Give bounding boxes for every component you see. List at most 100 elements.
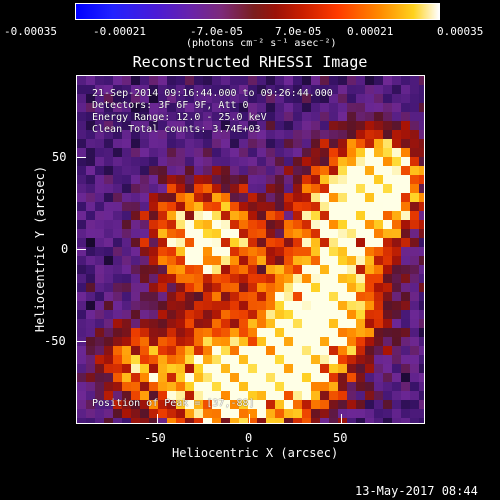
heatmap-cell — [122, 112, 131, 121]
heatmap-cell — [275, 103, 284, 112]
heatmap-cell — [275, 193, 284, 202]
heatmap-cell — [329, 310, 338, 319]
heatmap-cell — [257, 85, 266, 94]
heatmap-cell — [401, 418, 410, 423]
heatmap-cell — [392, 283, 401, 292]
heatmap-cell — [401, 85, 410, 94]
heatmap-cell — [392, 238, 401, 247]
heatmap-cell — [383, 148, 392, 157]
heatmap-cell — [131, 355, 140, 364]
heatmap-cell — [365, 130, 374, 139]
heatmap-cell — [203, 409, 212, 418]
heatmap-cell — [158, 283, 167, 292]
heatmap-cell — [77, 265, 86, 274]
heatmap-cell — [410, 364, 419, 373]
heatmap-cell — [320, 355, 329, 364]
heatmap-cell — [221, 112, 230, 121]
heatmap-cell — [275, 400, 284, 409]
heatmap-cell — [293, 112, 302, 121]
heatmap-cell — [383, 229, 392, 238]
heatmap-cell — [248, 355, 257, 364]
heatmap-cell — [266, 256, 275, 265]
heatmap-cell — [419, 121, 424, 130]
heatmap-cell — [392, 85, 401, 94]
heatmap-cell — [167, 382, 176, 391]
heatmap-cell — [167, 94, 176, 103]
heatmap-cell — [284, 319, 293, 328]
heatmap-cell — [311, 148, 320, 157]
heatmap-cell — [131, 157, 140, 166]
heatmap-cell — [194, 139, 203, 148]
heatmap-cell — [284, 382, 293, 391]
heatmap-cell — [284, 310, 293, 319]
heatmap-cell — [230, 364, 239, 373]
heatmap-cell — [293, 229, 302, 238]
heatmap-cell — [401, 400, 410, 409]
heatmap-cell — [410, 238, 419, 247]
heatmap-cell — [131, 256, 140, 265]
heatmap-cell — [77, 400, 86, 409]
heatmap-cell — [383, 382, 392, 391]
heatmap-cell — [77, 148, 86, 157]
heatmap-cell — [419, 139, 424, 148]
heatmap-cell — [329, 112, 338, 121]
heatmap-cell — [158, 139, 167, 148]
heatmap-cell — [167, 337, 176, 346]
heatmap-cell — [149, 355, 158, 364]
heatmap-cell — [95, 247, 104, 256]
heatmap-cell — [356, 364, 365, 373]
heatmap-cell — [257, 193, 266, 202]
heatmap-cell — [338, 103, 347, 112]
heatmap-cell — [77, 355, 86, 364]
heatmap-cell — [284, 220, 293, 229]
heatmap-cell — [365, 355, 374, 364]
heatmap-cell — [365, 184, 374, 193]
heatmap-cell — [302, 382, 311, 391]
heatmap-cell — [266, 103, 275, 112]
heatmap-cell — [131, 418, 140, 423]
heatmap-cell — [293, 382, 302, 391]
heatmap-cell — [104, 238, 113, 247]
heatmap-cell — [374, 166, 383, 175]
heatmap-cell — [320, 337, 329, 346]
heatmap-cell — [86, 220, 95, 229]
heatmap-cell — [401, 139, 410, 148]
heatmap-cell — [77, 283, 86, 292]
heatmap-cell — [302, 202, 311, 211]
heatmap-cell — [329, 274, 338, 283]
heatmap-cell — [203, 220, 212, 229]
heatmap-cell — [149, 229, 158, 238]
heatmap-cell — [113, 328, 122, 337]
heatmap-cell — [212, 400, 221, 409]
heatmap-cell — [122, 265, 131, 274]
heatmap-cell — [347, 103, 356, 112]
heatmap-cell — [419, 310, 424, 319]
heatmap-cell — [347, 184, 356, 193]
heatmap-cell — [329, 355, 338, 364]
heatmap-cell — [302, 193, 311, 202]
heatmap-cell — [167, 193, 176, 202]
heatmap-cell — [410, 301, 419, 310]
heatmap-cell — [185, 121, 194, 130]
heatmap-cell — [230, 130, 239, 139]
heatmap-cell — [149, 319, 158, 328]
heatmap-cell — [302, 94, 311, 103]
heatmap-cell — [365, 157, 374, 166]
heatmap-cell — [257, 391, 266, 400]
heatmap-cell — [311, 220, 320, 229]
heatmap-cell — [122, 337, 131, 346]
heatmap-cell — [293, 202, 302, 211]
heatmap-cell — [302, 283, 311, 292]
heatmap-cell — [140, 211, 149, 220]
heatmap-cell — [374, 265, 383, 274]
heatmap-cell — [203, 112, 212, 121]
heatmap-cell — [365, 166, 374, 175]
heatmap-cell — [257, 184, 266, 193]
heatmap-cell — [149, 346, 158, 355]
heatmap-cell — [338, 328, 347, 337]
heatmap-cell — [221, 400, 230, 409]
heatmap-cell — [212, 319, 221, 328]
heatmap-cell — [77, 175, 86, 184]
heatmap-cell — [410, 409, 419, 418]
heatmap-cell — [212, 220, 221, 229]
